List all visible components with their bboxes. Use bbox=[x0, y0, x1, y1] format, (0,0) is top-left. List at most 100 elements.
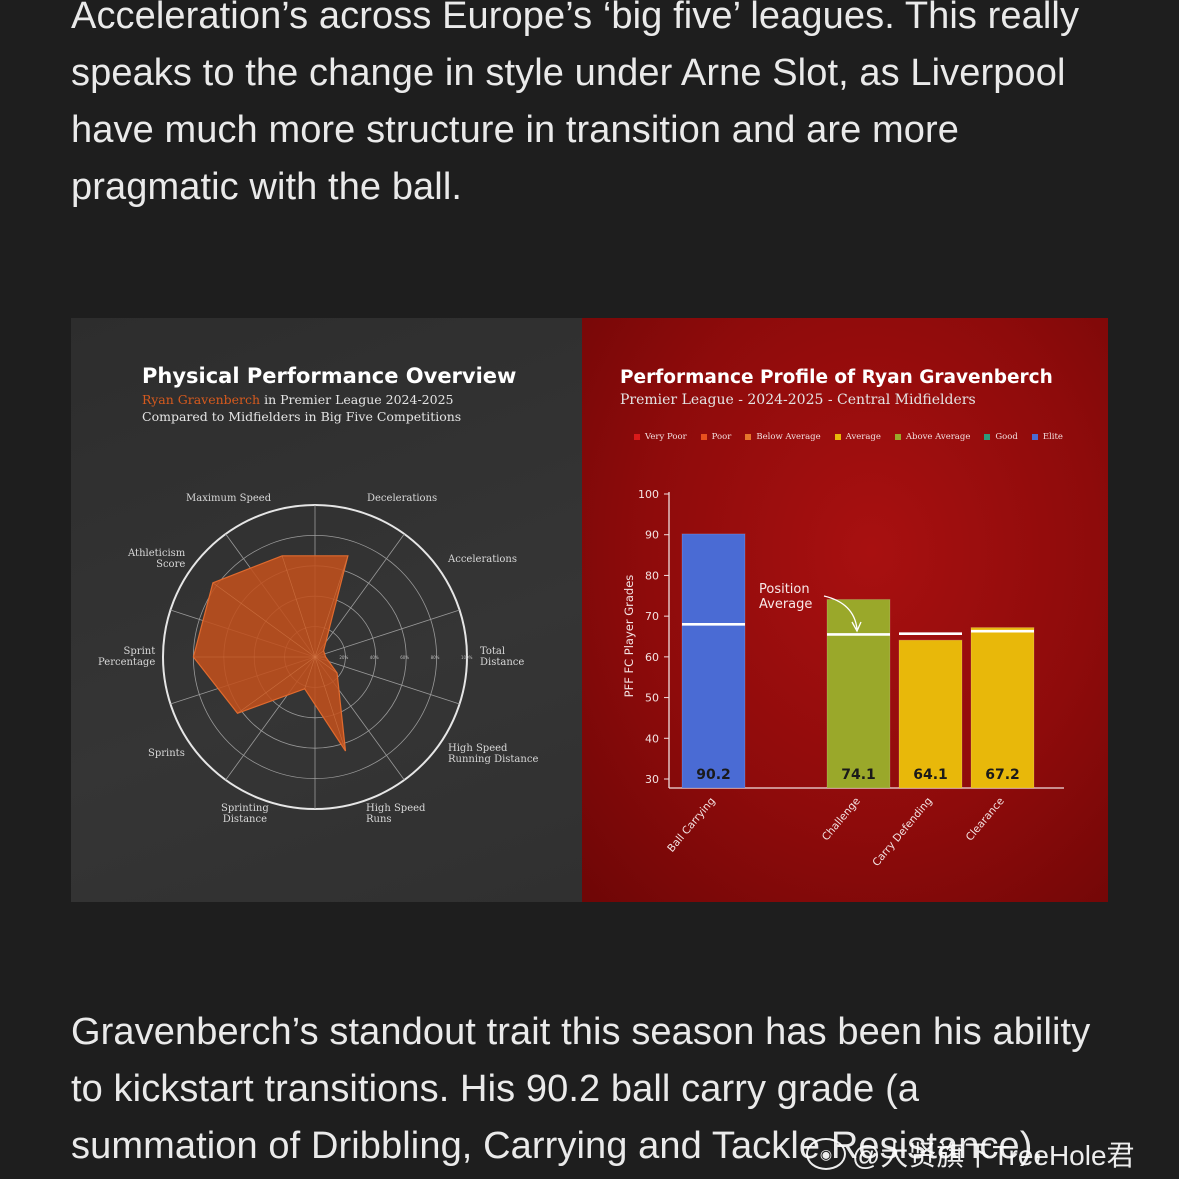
radar-spoke bbox=[314, 533, 405, 658]
radar-axis-label-line: Sprints bbox=[148, 748, 185, 759]
radar-axis-label: Maximum Speed bbox=[186, 493, 271, 504]
bar-category-label: Clearance bbox=[964, 795, 1007, 843]
bar-2 bbox=[898, 639, 963, 789]
legend-item: Elite bbox=[1031, 432, 1063, 442]
legend-label: Good bbox=[995, 432, 1018, 442]
radar-axis-label-line: Running Distance bbox=[448, 754, 539, 765]
radar-player-polygon bbox=[192, 555, 349, 752]
radar-ring-label: 100% bbox=[461, 655, 473, 660]
legend-item: Above Average bbox=[894, 432, 971, 442]
radar-value-spoke bbox=[304, 656, 316, 689]
bar-1 bbox=[826, 598, 891, 789]
legend-swatch bbox=[700, 434, 707, 440]
annotation-arrowhead bbox=[851, 621, 862, 633]
radar-axis-label-line: Athleticism bbox=[128, 548, 186, 559]
radar-axis-label: Decelerations bbox=[367, 493, 437, 504]
radar-axis-label: Sprints bbox=[148, 748, 185, 759]
bar-panel: Performance Profile of Ryan Gravenberch … bbox=[582, 318, 1108, 902]
bar-value-label: 67.2 bbox=[985, 767, 1020, 783]
radar-ring-label: 20% bbox=[339, 655, 348, 660]
bar-y-tick-label: 80 bbox=[645, 569, 659, 582]
bar-legend: Very Poor Poor Below Average Average Above A… bbox=[634, 432, 1063, 442]
position-average-annotation: Position bbox=[759, 582, 810, 597]
radar-axis-label-line: Score bbox=[156, 559, 186, 570]
bar-y-tick-label: 50 bbox=[645, 692, 659, 705]
legend-label: Below Average bbox=[756, 432, 821, 442]
radar-subtitle-2: Compared to Midfielders in Big Five Comp… bbox=[142, 409, 462, 424]
radar-axis-label-line: Distance bbox=[222, 814, 268, 825]
bar-title: Performance Profile of Ryan Gravenberch bbox=[620, 367, 1053, 388]
article-figure: Physical Performance Overview Ryan Grave… bbox=[71, 318, 1108, 902]
radar-chart: 20% 40% 60% 80% 100% bbox=[162, 504, 473, 810]
radar-value-spoke bbox=[314, 555, 349, 658]
radar-axis-label: Accelerations bbox=[448, 554, 517, 565]
radar-axis-label-line: High Speed bbox=[448, 743, 508, 754]
radar-ring-label: 80% bbox=[431, 655, 440, 660]
legend-swatch bbox=[634, 434, 640, 440]
annotation-arrow bbox=[823, 595, 858, 630]
legend-label: Very Poor bbox=[645, 432, 687, 442]
radar-value-spoke bbox=[237, 656, 316, 714]
radar-axis-label-line: Total bbox=[480, 646, 506, 657]
legend-swatch bbox=[1031, 434, 1038, 440]
legend-swatch bbox=[834, 434, 841, 440]
radar-axis-label: High Speed Running Distance bbox=[448, 743, 538, 765]
radar-axis-label-line: Percentage bbox=[98, 657, 156, 668]
legend-swatch bbox=[745, 434, 752, 440]
radar-axis-label-line: Distance bbox=[480, 657, 525, 668]
radar-spoke bbox=[314, 609, 460, 658]
radar-value-spoke bbox=[281, 555, 316, 658]
legend-label: Average bbox=[845, 432, 881, 442]
radar-value-spoke bbox=[212, 582, 316, 658]
bar-0 bbox=[681, 533, 746, 789]
bar-value-label: 74.1 bbox=[841, 767, 876, 783]
radar-axis-label: High Speed Runs bbox=[366, 803, 425, 825]
article-paragraph-top: Acceleration’s across Europe’s ‘big five… bbox=[71, 0, 1080, 208]
bar-value-label: 90.2 bbox=[696, 767, 731, 783]
radar-panel: Physical Performance Overview Ryan Grave… bbox=[71, 318, 582, 902]
radar-subtitle: Ryan Gravenberch in Premier League 2024-… bbox=[142, 392, 454, 407]
radar-axis-label-line: Sprint bbox=[123, 646, 156, 657]
radar-title: Physical Performance Overview bbox=[142, 364, 517, 388]
legend-item: Very Poor bbox=[634, 432, 687, 442]
legend-item: Average bbox=[834, 432, 881, 442]
bar-chart: 30 40 50 60 70 80 90 100 PFF FC Player Grades 90.… bbox=[622, 488, 1064, 869]
bar-subtitle: Premier League - 2024-2025 - Central Mid… bbox=[620, 392, 976, 408]
bar-y-tick-label: 30 bbox=[645, 773, 659, 786]
legend-swatch bbox=[984, 434, 991, 440]
weibo-logo-icon: ◉ bbox=[806, 1138, 846, 1170]
radar-axis-label-line: High Speed bbox=[366, 803, 426, 814]
radar-axis-label-line: Accelerations bbox=[448, 554, 518, 565]
bar-category-label: Ball Carrying bbox=[665, 795, 718, 854]
legend-swatch bbox=[894, 434, 901, 440]
watermark-text: @大贤旗下TreeHole君 bbox=[852, 1140, 1135, 1171]
legend-label: Poor bbox=[711, 432, 732, 442]
radar-axis-label: Sprint Percentage bbox=[98, 646, 155, 668]
bar-y-axis-label: PFF FC Player Grades bbox=[622, 575, 636, 698]
legend-item: Below Average bbox=[745, 432, 821, 442]
article-paragraph-bottom: Gravenberch’s standout trait this season… bbox=[71, 1011, 1091, 1167]
radar-axis-label: Sprinting Distance bbox=[221, 803, 269, 825]
position-average-annotation: Average bbox=[759, 597, 812, 612]
radar-player-name: Ryan Gravenberch bbox=[142, 392, 261, 407]
bar-y-tick-label: 40 bbox=[645, 732, 659, 745]
bar-y-tick-label: 100 bbox=[638, 488, 659, 501]
legend-label: Above Average bbox=[905, 432, 971, 442]
legend-label: Elite bbox=[1042, 432, 1063, 442]
bar-category-label: Challenge bbox=[820, 795, 863, 843]
radar-axis-label-line: Maximum Speed bbox=[186, 493, 272, 504]
radar-ring-label: 60% bbox=[400, 655, 409, 660]
bar-y-tick-label: 60 bbox=[645, 651, 659, 664]
radar-axis-label-line: Sprinting bbox=[221, 803, 269, 814]
bar-value-label: 64.1 bbox=[913, 767, 948, 783]
bar-y-tick-label: 90 bbox=[645, 529, 659, 542]
radar-axis-label: Athleticism Score bbox=[128, 548, 185, 570]
radar-value-spoke bbox=[314, 656, 346, 752]
bar-3 bbox=[970, 627, 1035, 789]
radar-spoke bbox=[314, 656, 460, 705]
legend-item: Poor bbox=[700, 432, 732, 442]
radar-axis-label: Total Distance bbox=[480, 646, 524, 668]
radar-subtitle-rest: in Premier League 2024-2025 bbox=[260, 392, 454, 407]
radar-axis-label-line: Decelerations bbox=[367, 493, 438, 504]
radar-axis-label-line: Runs bbox=[366, 814, 392, 825]
